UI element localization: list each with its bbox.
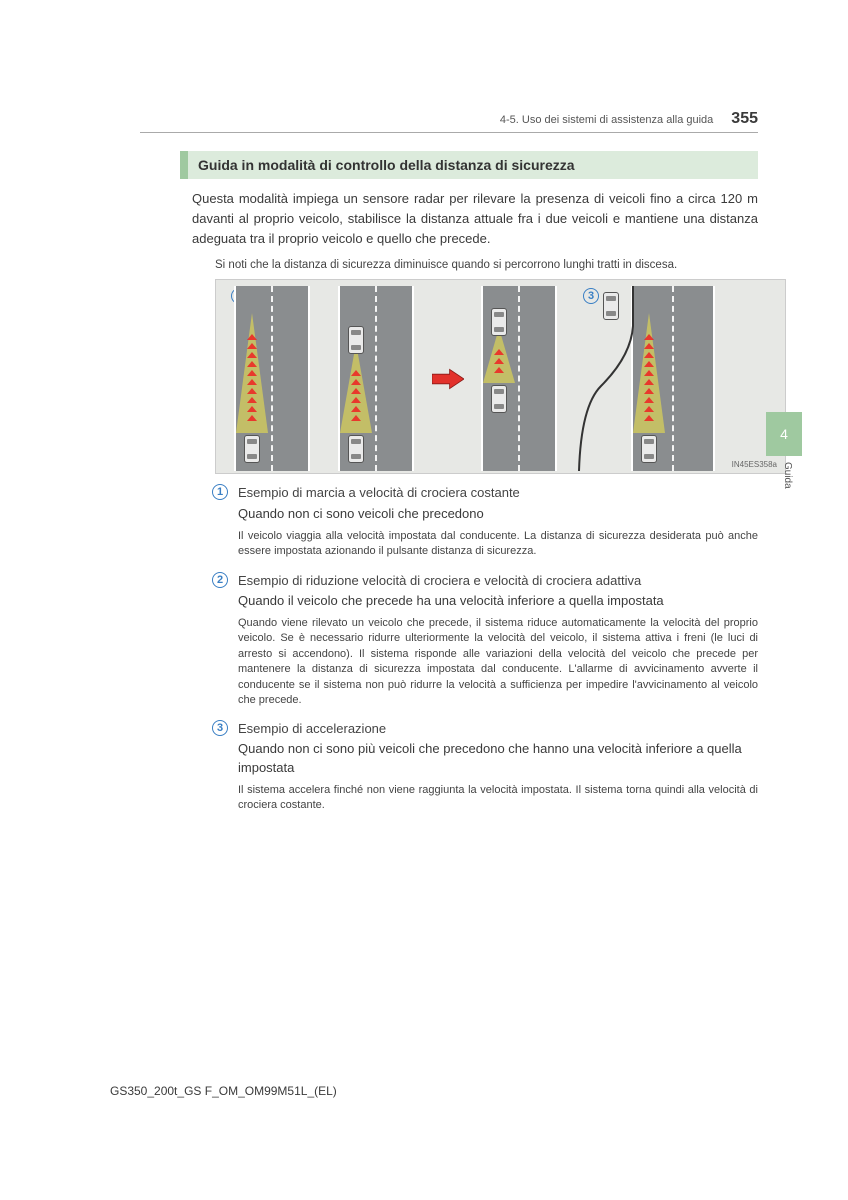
section-title: Guida in modalità di controllo della dis… xyxy=(180,151,758,179)
road-panel-3 xyxy=(573,286,773,471)
diagram: 1 2 3 xyxy=(215,279,786,474)
road-panel-2 xyxy=(326,286,426,471)
explanations: 1 Esempio di marcia a velocità di crocie… xyxy=(212,484,758,813)
footer-code: GS350_200t_GS F_OM_OM99M51L_(EL) xyxy=(110,1084,337,1098)
item-subtitle: Quando non ci sono veicoli che precedono xyxy=(238,505,758,523)
header: 4-5. Uso dei sistemi di assistenza alla … xyxy=(140,110,758,133)
explanation-item: 1 Esempio di marcia a velocità di crocie… xyxy=(212,484,758,559)
item-subtitle: Quando il veicolo che precede ha una vel… xyxy=(238,592,758,610)
explanation-item: 3 Esempio di accelerazione Quando non ci… xyxy=(212,720,758,813)
note-text: Si noti che la distanza di sicurezza dim… xyxy=(215,259,758,271)
item-number-2: 2 xyxy=(212,572,228,588)
diagram-code: IN45ES358a xyxy=(732,460,777,469)
section-path: 4-5. Uso dei sistemi di assistenza alla … xyxy=(500,114,713,126)
road-panel-1 xyxy=(222,286,322,471)
item-body: Il sistema accelera finché non viene rag… xyxy=(238,783,758,814)
item-title: Esempio di accelerazione xyxy=(238,720,386,738)
item-number-1: 1 xyxy=(212,484,228,500)
page-number: 355 xyxy=(731,110,758,128)
item-subtitle: Quando non ci sono più veicoli che prece… xyxy=(238,740,758,776)
side-tab-label: Guida xyxy=(782,462,793,489)
item-title: Esempio di riduzione velocità di crocier… xyxy=(238,572,641,590)
side-tab: 4 xyxy=(766,412,802,456)
road-panel-2b xyxy=(469,286,569,471)
item-body: Il veicolo viaggia alla velocità imposta… xyxy=(238,529,758,560)
item-number-3: 3 xyxy=(212,720,228,736)
explanation-item: 2 Esempio di riduzione velocità di croci… xyxy=(212,572,758,709)
item-body: Quando viene rilevato un veicolo che pre… xyxy=(238,616,758,708)
arrow-icon xyxy=(430,368,465,390)
intro-text: Questa modalità impiega un sensore radar… xyxy=(192,189,758,249)
item-title: Esempio di marcia a velocità di crociera… xyxy=(238,484,520,502)
